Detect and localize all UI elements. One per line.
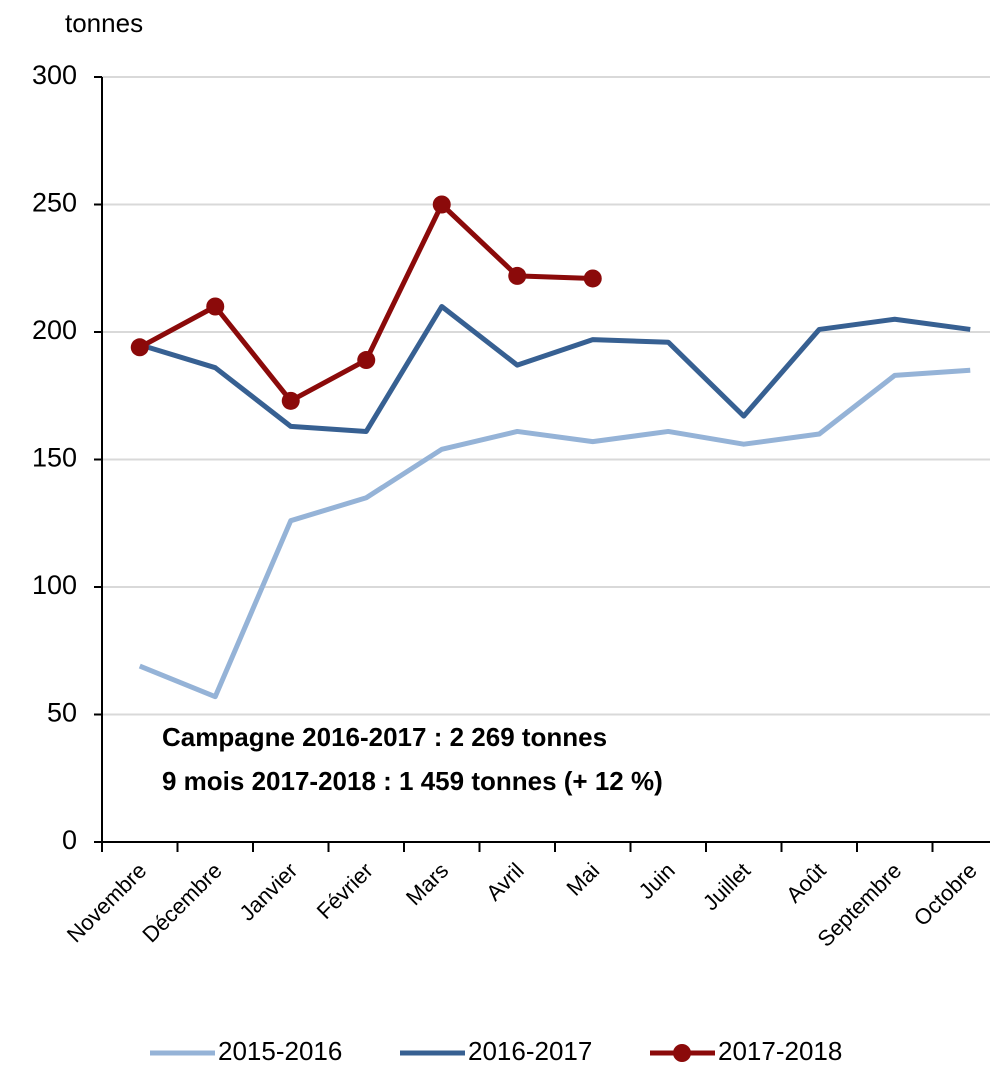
y-tick-label: 100 <box>32 570 77 600</box>
y-tick-label: 150 <box>32 443 77 473</box>
x-tick-label: Avril <box>481 858 529 906</box>
annotation: Campagne 2016-2017 : 2 269 tonnes <box>162 722 607 752</box>
x-tick-label: Novembre <box>62 858 151 947</box>
legend-label: 2016-2017 <box>468 1036 592 1066</box>
marker <box>583 269 602 288</box>
legend-label: 2017-2018 <box>718 1036 842 1066</box>
legend-label: 2015-2016 <box>218 1036 342 1066</box>
x-tick-label: Mars <box>401 858 453 910</box>
marker <box>357 351 376 370</box>
marker <box>130 338 149 357</box>
x-tick-label: Décembre <box>137 858 226 947</box>
x-tick-label: Octobre <box>909 858 982 931</box>
marker <box>508 266 527 285</box>
y-tick-label: 250 <box>32 188 77 218</box>
x-tick-label: Janvier <box>234 858 302 926</box>
y-tick-label: 300 <box>32 60 77 90</box>
x-tick-label: Mai <box>562 858 605 901</box>
y-tick-label: 200 <box>32 315 77 345</box>
x-tick-label: Août <box>781 858 831 908</box>
y-axis-label: tonnes <box>65 8 143 38</box>
series-line <box>139 304 971 434</box>
marker <box>432 195 451 214</box>
x-tick-label: Février <box>312 858 378 924</box>
series-line <box>138 367 971 700</box>
y-tick-label: 0 <box>62 825 77 855</box>
legend-marker <box>673 1044 691 1062</box>
marker <box>281 391 300 410</box>
marker <box>206 297 225 316</box>
y-tick-label: 50 <box>47 698 77 728</box>
x-tick-label: Juillet <box>698 858 755 915</box>
annotation: 9 mois 2017-2018 : 1 459 tonnes (+ 12 %) <box>162 766 663 796</box>
x-tick-label: Juin <box>634 858 680 904</box>
